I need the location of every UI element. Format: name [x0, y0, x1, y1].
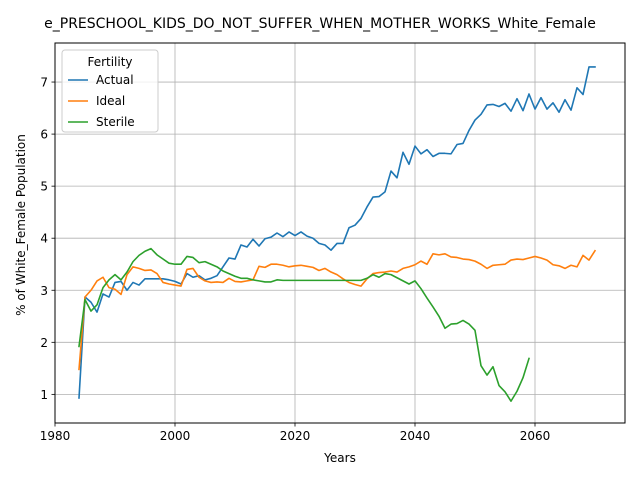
y-tick-label: 6: [40, 128, 48, 142]
legend-entry-sterile: Sterile: [96, 115, 135, 129]
legend-title: Fertility: [87, 55, 132, 69]
x-axis-label: Years: [323, 451, 356, 465]
legend-entry-actual: Actual: [96, 73, 134, 87]
x-tick-label: 2020: [280, 429, 311, 443]
x-axis-ticks: 1980 2000 2020 2040 2060: [40, 423, 551, 443]
y-tick-label: 7: [40, 76, 48, 90]
y-tick-label: 5: [40, 180, 48, 194]
x-tick-label: 1980: [40, 429, 71, 443]
legend: Fertility Actual Ideal Sterile: [62, 50, 158, 132]
y-tick-label: 2: [40, 336, 48, 350]
x-tick-label: 2060: [520, 429, 551, 443]
y-axis-ticks: 1 2 3 4 5 6 7: [40, 76, 55, 402]
x-tick-label: 2000: [160, 429, 191, 443]
series-line-ideal: [79, 251, 595, 370]
y-tick-label: 3: [40, 284, 48, 298]
x-tick-label: 2040: [400, 429, 431, 443]
series-line-sterile: [79, 249, 529, 402]
legend-entry-ideal: Ideal: [96, 94, 125, 108]
y-axis-label: % of White_Female Population: [14, 134, 28, 316]
y-tick-label: 4: [40, 232, 48, 246]
y-tick-label: 1: [40, 388, 48, 402]
chart-title: e_PRESCHOOL_KIDS_DO_NOT_SUFFER_WHEN_MOTH…: [44, 16, 596, 32]
